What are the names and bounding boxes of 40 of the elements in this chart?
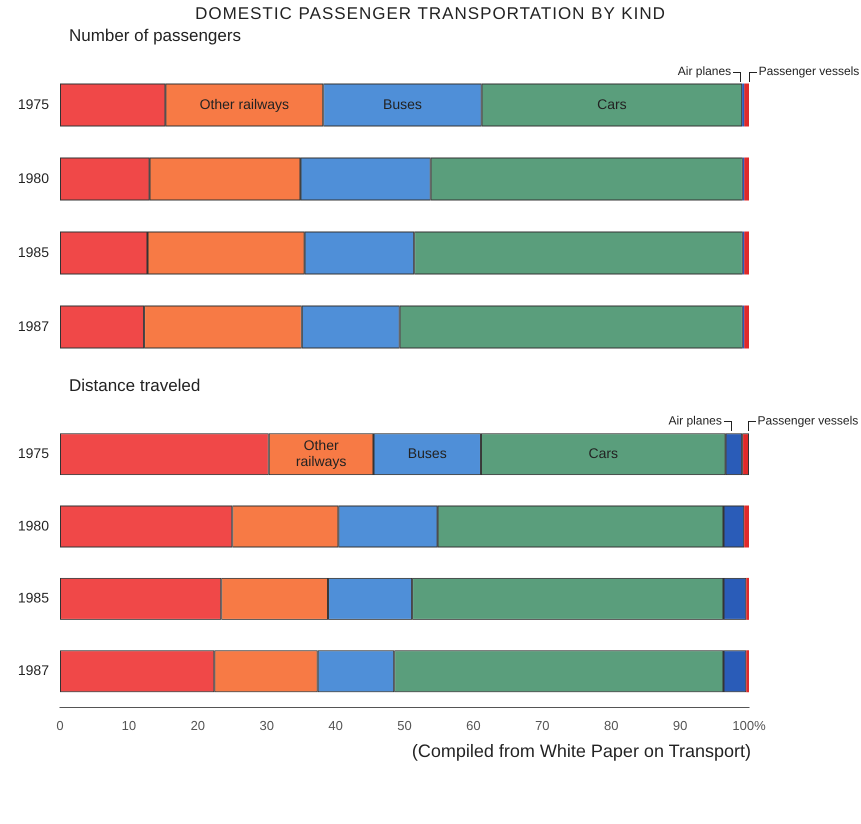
bar: [744, 232, 749, 274]
x-tick-label: 30: [259, 718, 274, 733]
series-label: Passenger vessels: [758, 414, 858, 428]
x-tick-label: 50: [397, 718, 412, 733]
x-tick-label: 0: [56, 718, 64, 733]
y-tick-label: 1987: [18, 662, 50, 678]
bar: [744, 506, 749, 548]
series-label: Other railways: [200, 96, 290, 112]
x-tick-label: 70: [535, 718, 550, 733]
x-tick-label: 100%: [732, 718, 766, 733]
chart-subtitle: Distance traveled: [68, 376, 202, 396]
series-label: Buses: [408, 445, 447, 462]
text: (Compiled from White Paper on Transport): [410, 741, 752, 762]
series-label: Air planes: [668, 414, 722, 428]
series-label: Cars: [597, 96, 627, 112]
bar: [744, 306, 749, 348]
x-tick-label: 10: [122, 718, 136, 733]
y-tick-label: 1980: [18, 517, 50, 534]
chart-subtitle: Number of passengers: [68, 26, 242, 46]
y-tick-label: 1985: [18, 590, 50, 606]
bar: [746, 650, 749, 692]
series-label: Cars: [588, 445, 618, 462]
x-tick-label: 40: [328, 718, 343, 733]
y-tick-label: 1975: [18, 445, 50, 462]
chart-title: DOMESTIC PASSENGER TRANSPORTATION BY KIND: [194, 3, 667, 25]
series-label: Passenger vessels: [758, 64, 860, 78]
bar: [744, 84, 749, 126]
series-label: Buses: [382, 96, 422, 112]
y-tick-label: 1975: [18, 96, 50, 112]
x-tick-label: 90: [672, 718, 688, 733]
bar: [746, 578, 749, 620]
y-tick-label: 1987: [18, 318, 50, 334]
series-label: Air planes: [678, 64, 732, 78]
x-tick-label: 80: [604, 718, 618, 733]
bar: [744, 158, 749, 200]
x-tick-label: 60: [466, 718, 481, 733]
series-label: Other railways: [296, 437, 346, 470]
y-tick-label: 1980: [18, 170, 50, 186]
y-tick-label: 1985: [18, 244, 50, 260]
x-tick-label: 20: [190, 718, 206, 733]
